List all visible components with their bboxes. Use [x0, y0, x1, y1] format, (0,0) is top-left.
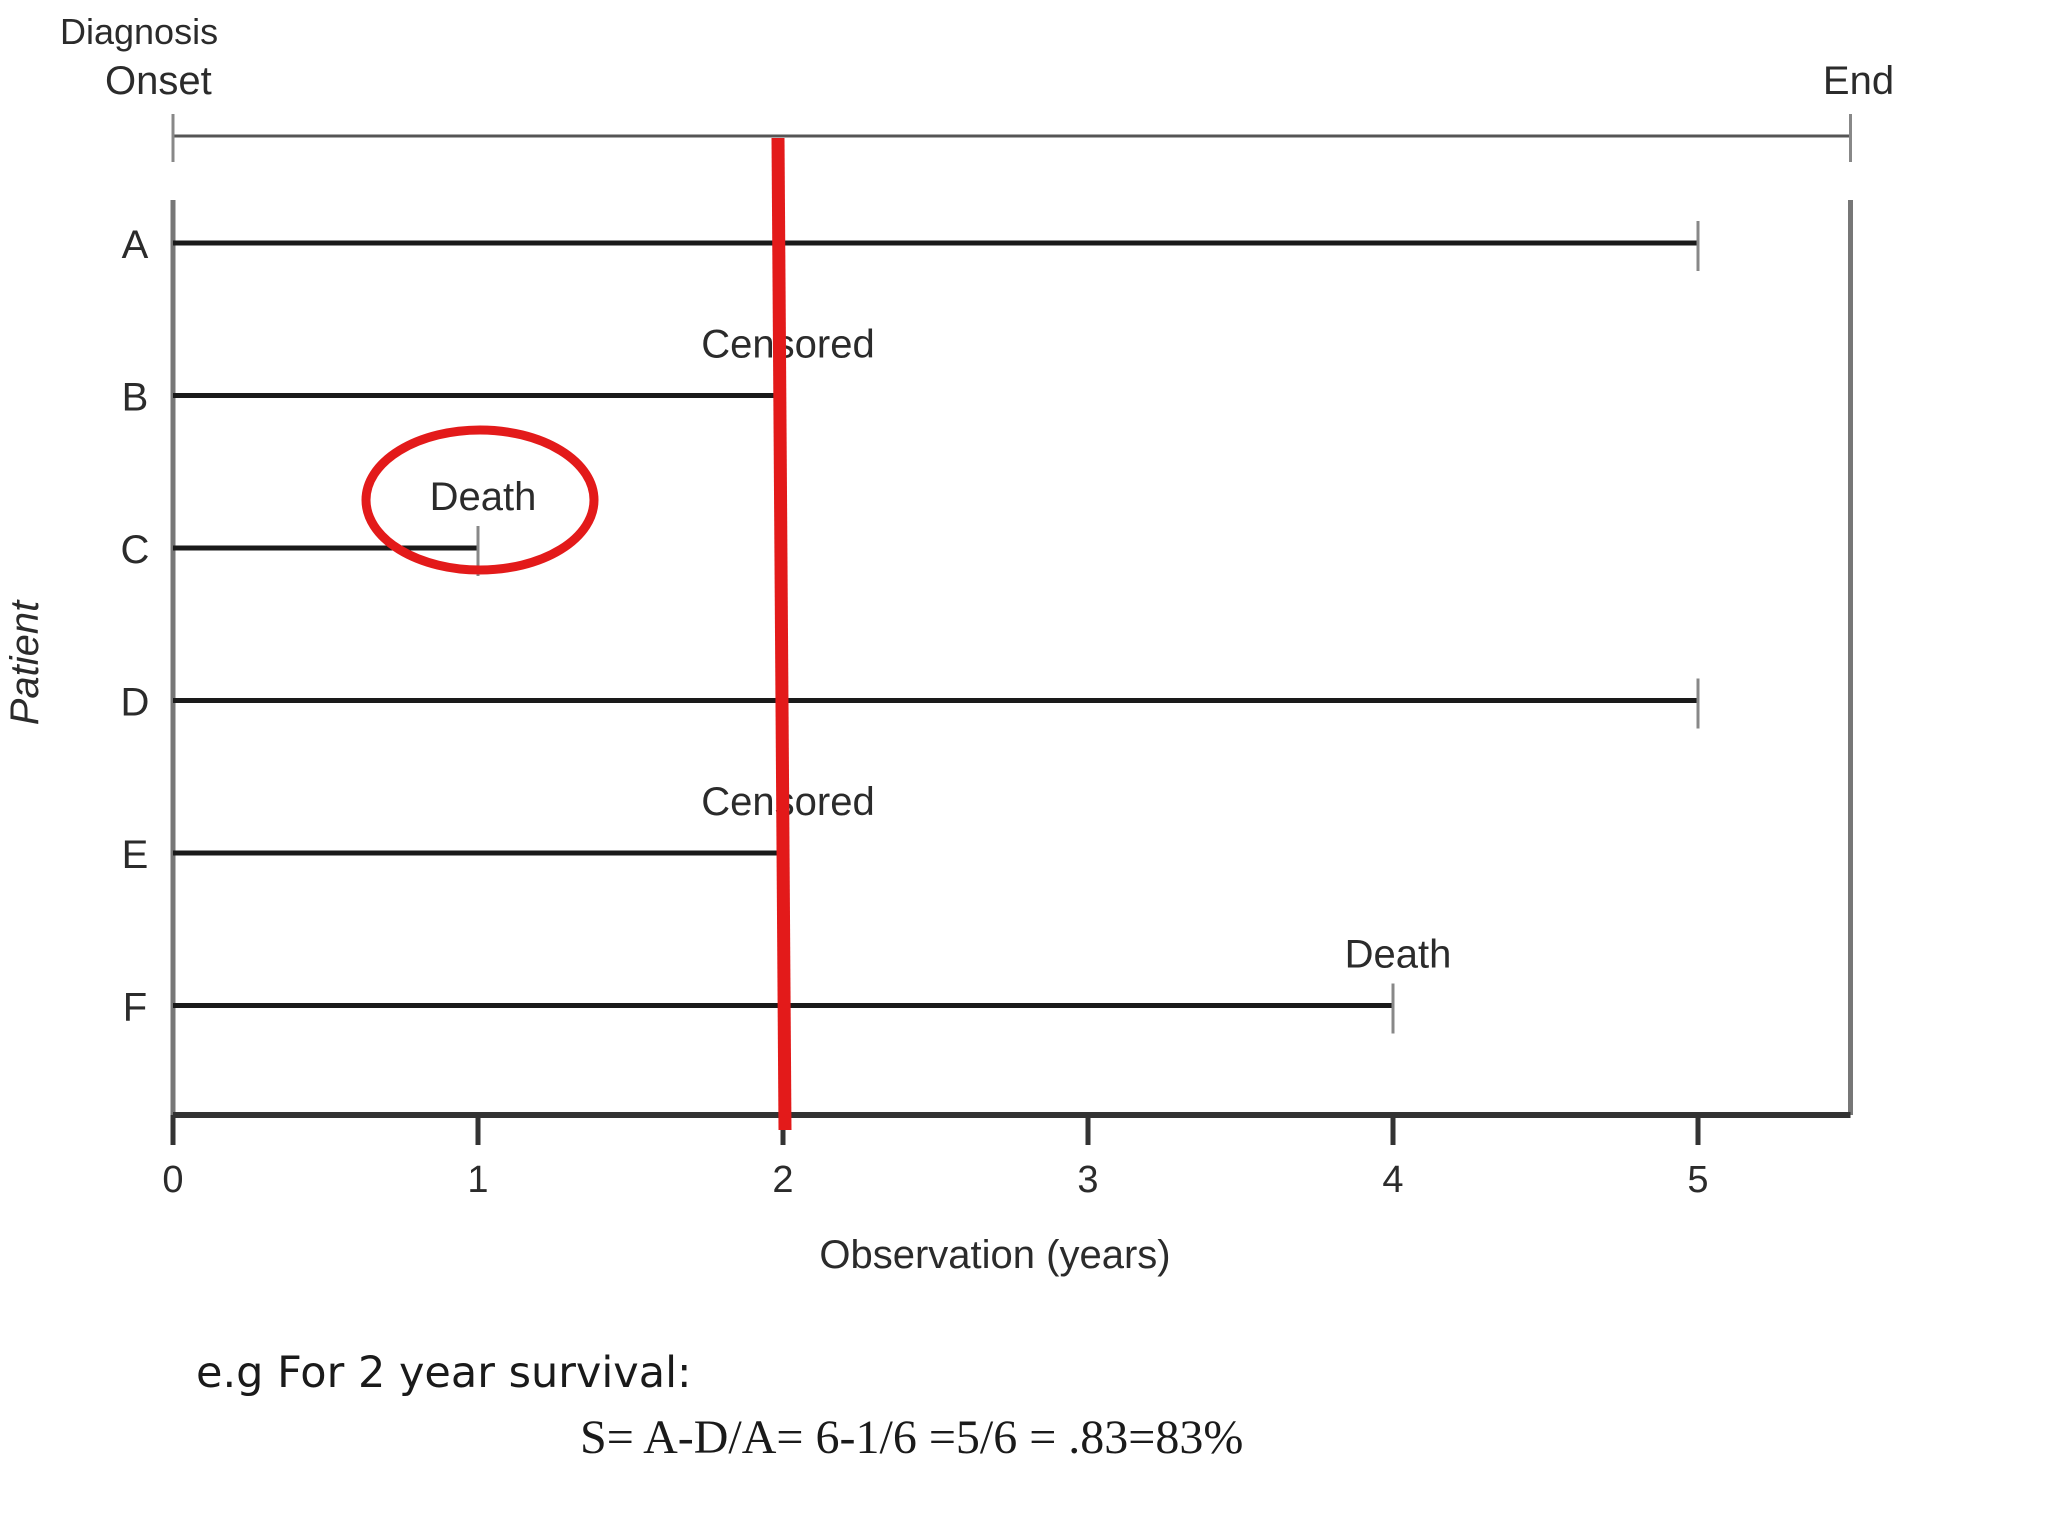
- patient-label: F: [123, 986, 147, 1030]
- patient-label: C: [121, 528, 150, 572]
- x-tick-label: 2: [772, 1159, 793, 1201]
- header-end-label: End: [1823, 59, 1894, 103]
- x-tick-label: 5: [1687, 1159, 1708, 1201]
- patient-label: E: [122, 833, 149, 877]
- header-start-label: Diagnosis: [60, 11, 218, 52]
- header-start-label-2: Onset: [105, 59, 212, 103]
- x-tick-label: 1: [467, 1159, 488, 1201]
- patient-label: B: [122, 376, 149, 420]
- example-note: e.g For 2 year survival:: [196, 1348, 692, 1398]
- survival-formula: S= A-D/A= 6-1/6 =5/6 = .83=83%: [580, 1411, 1244, 1464]
- x-tick-label: 3: [1077, 1159, 1098, 1201]
- x-tick-label: 0: [162, 1159, 183, 1201]
- reference-line: [771, 137, 792, 1131]
- event-label: Death: [430, 475, 537, 519]
- event-label: Censored: [701, 323, 874, 367]
- y-axis-label: Patient: [3, 599, 47, 725]
- x-axis-label: Observation (years): [819, 1233, 1170, 1277]
- event-label: Death: [1345, 933, 1452, 977]
- patient-label: A: [122, 223, 149, 267]
- survival-timeline-chart: Diagnosis Onset End 0 1 2 3 4 5 Observation (year…: [3, 11, 1894, 1277]
- highlight-circle: [361, 425, 599, 575]
- x-tick-label: 4: [1382, 1159, 1403, 1201]
- patient-label: D: [121, 681, 150, 725]
